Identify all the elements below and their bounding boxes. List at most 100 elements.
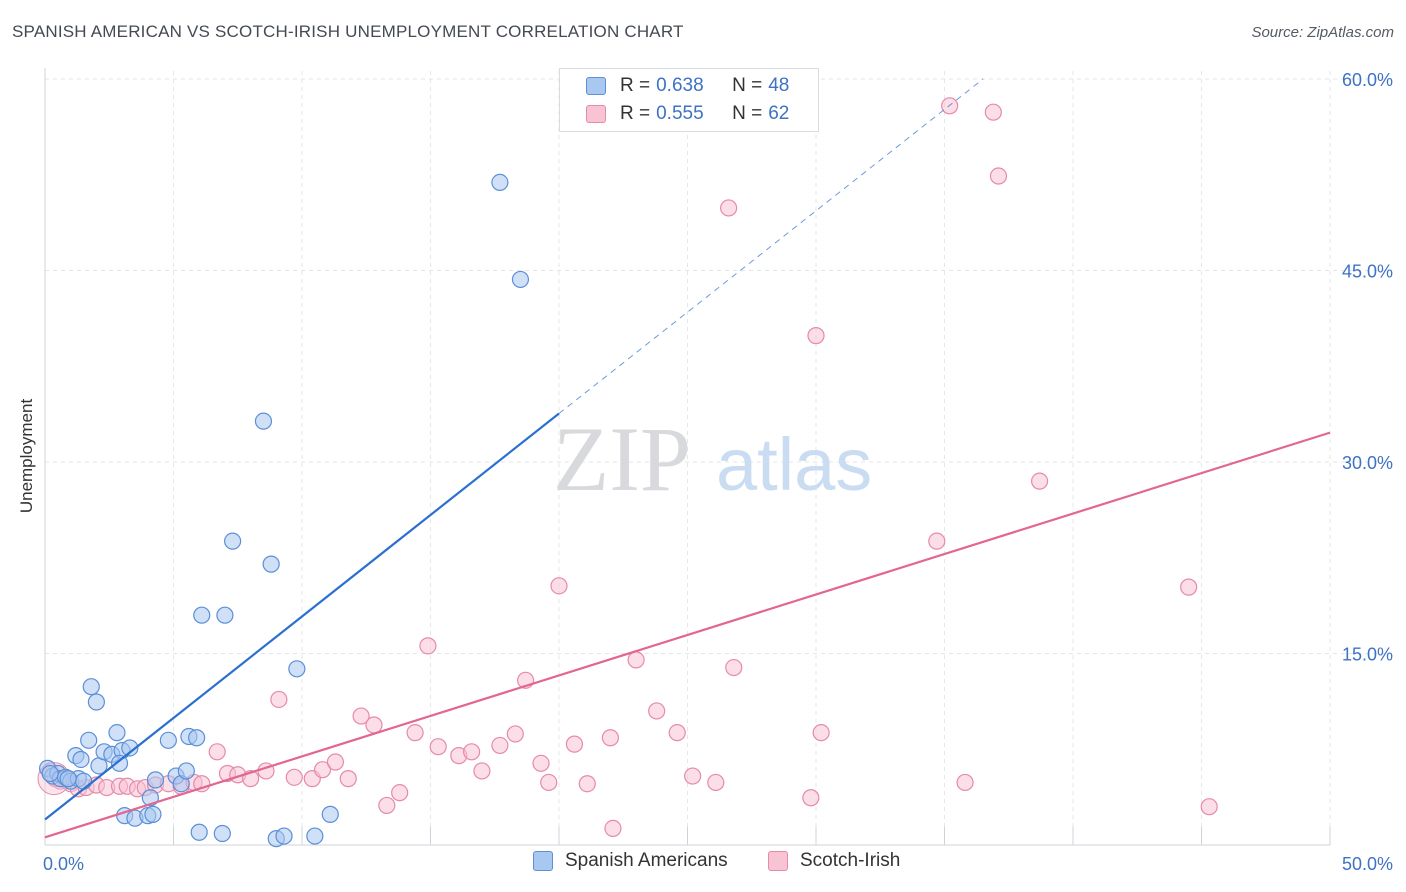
n-value: 62	[768, 103, 790, 124]
legend-label: Scotch-Irish	[800, 850, 901, 871]
x-tick-label: 50.0%	[1342, 854, 1393, 874]
spanish-american-point	[213, 824, 231, 843]
scotch-irish-point	[1200, 798, 1218, 816]
scotch-irish-point	[989, 167, 1008, 185]
grid	[45, 71, 1392, 845]
spanish-american-point	[82, 678, 100, 696]
spanish-american-point	[254, 412, 273, 430]
r-value: 0.555	[656, 103, 704, 124]
scotch-irish-point	[627, 651, 645, 669]
legend-item-spanish-americans[interactable]: Spanish Americans	[533, 850, 728, 872]
scotch-irish-point	[601, 729, 620, 747]
r-label: R =	[620, 75, 651, 96]
scotch-irish-point	[578, 775, 596, 793]
legend-swatch-pink	[586, 105, 606, 123]
scotch-irish-point	[419, 637, 437, 655]
y-tick-label: 60.0%	[1342, 70, 1393, 90]
n-label: N =	[732, 103, 763, 124]
spanish-americans-trend-extension	[558, 78, 984, 414]
spanish-american-points	[38, 173, 530, 848]
stats-row-spanish-americans: R = 0.638 N = 48	[586, 72, 789, 100]
scotch-irish-point	[565, 735, 584, 753]
scotch-irish-point	[406, 724, 424, 742]
stats-legend: R = 0.638 N = 48 R = 0.555 N = 62	[559, 68, 819, 132]
scotch-irish-point	[391, 784, 409, 802]
legend-label: Spanish Americans	[565, 850, 728, 871]
n-value: 48	[768, 75, 790, 96]
scotch-irish-point	[648, 702, 666, 720]
stats-row-scotch-irish: R = 0.555 N = 62	[586, 100, 789, 128]
scotch-irish-point	[532, 754, 550, 772]
spanish-american-point	[80, 731, 98, 749]
spanish-american-point	[491, 173, 509, 192]
r-label: R =	[620, 103, 651, 124]
legend-swatch-pink	[768, 851, 788, 871]
spanish-american-point	[193, 606, 211, 624]
scotch-irish-point	[956, 773, 974, 792]
scotch-irish-point	[807, 327, 825, 345]
scotch-irish-point	[270, 690, 288, 709]
scotch-irish-point	[1180, 578, 1198, 596]
spanish-american-point	[110, 754, 129, 772]
scotch-irish-point	[506, 725, 524, 743]
scotch-irish-point	[1030, 472, 1049, 490]
spanish-american-point	[216, 606, 234, 624]
scotch-irish-point	[604, 819, 622, 838]
spanish-american-point	[41, 764, 59, 783]
axes	[44, 68, 1331, 846]
scotch-irish-point	[984, 103, 1002, 121]
scotch-irish-point	[463, 743, 481, 761]
spanish-american-point	[224, 532, 242, 550]
scotch-irish-point	[326, 753, 345, 771]
spanish-american-point	[146, 771, 165, 789]
scotch-irish-point	[285, 768, 303, 786]
spanish-american-point	[190, 823, 208, 841]
scotch-irish-point	[365, 716, 383, 734]
scotch-irish-trend-line	[44, 431, 1331, 839]
spanish-american-point	[144, 805, 162, 823]
chart-title: SPANISH AMERICAN VS SCOTCH-IRISH UNEMPLO…	[12, 22, 684, 41]
tick-labels: 15.0% 30.0% 45.0% 60.0% 0.0% 50.0%	[43, 70, 1393, 874]
scotch-irish-point	[313, 761, 332, 779]
scotch-irish-point	[725, 658, 743, 677]
scotch-irish-point	[378, 796, 396, 815]
trend-lines	[44, 78, 1331, 839]
scotch-irish-point	[473, 762, 491, 780]
watermark-zip: ZIP	[553, 408, 691, 510]
scotch-irish-point	[707, 773, 725, 792]
spanish-american-point	[74, 772, 93, 790]
scotch-irish-point	[208, 743, 226, 761]
scotch-irish-point	[339, 770, 357, 788]
spanish-american-point	[188, 729, 206, 747]
scotch-irish-point	[684, 767, 702, 785]
n-label: N =	[732, 75, 763, 96]
spanish-american-point	[262, 555, 280, 573]
spanish-american-point	[306, 827, 324, 845]
spanish-american-point	[59, 770, 77, 788]
legend-swatch-blue	[533, 851, 553, 871]
scotch-irish-point	[352, 707, 370, 725]
legend-item-scotch-irish[interactable]: Scotch-Irish	[768, 850, 900, 872]
y-tick-label: 45.0%	[1342, 262, 1393, 282]
legend-swatch-blue	[586, 77, 606, 95]
watermark-atlas: atlas	[716, 423, 872, 506]
spanish-american-point	[511, 270, 530, 289]
scotch-irish-point	[668, 724, 686, 742]
r-value: 0.638	[656, 75, 704, 96]
spanish-american-point	[177, 762, 195, 780]
spanish-american-point	[72, 750, 90, 769]
scotch-irish-point	[540, 773, 558, 792]
y-tick-label: 30.0%	[1342, 453, 1393, 473]
spanish-american-point	[159, 731, 177, 749]
scotch-irish-point	[928, 532, 946, 550]
spanish-americans-trend-line	[44, 412, 560, 821]
y-tick-label: 15.0%	[1342, 645, 1393, 665]
scotch-irish-point	[812, 724, 830, 742]
spanish-american-point	[321, 805, 339, 823]
scotch-irish-point	[720, 199, 738, 217]
spanish-american-point	[108, 724, 126, 742]
scotch-irish-point	[550, 577, 568, 595]
source-note: Source: ZipAtlas.com	[1251, 24, 1394, 41]
spanish-american-point	[288, 660, 306, 678]
